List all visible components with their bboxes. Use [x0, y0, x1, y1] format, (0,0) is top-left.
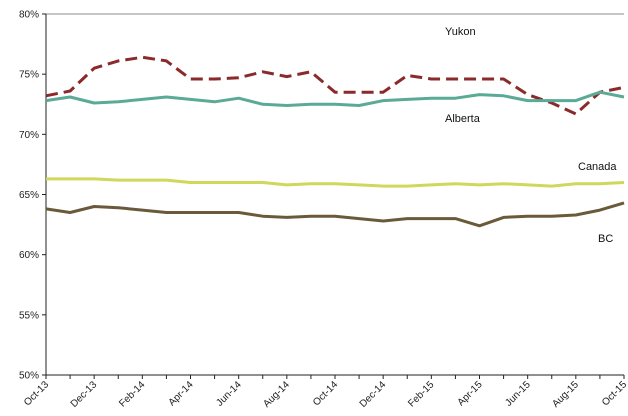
y-tick-label: 80% — [19, 10, 39, 21]
series-line-bc — [45, 201, 625, 228]
series-labels: Yukon Alberta Canada BC — [445, 26, 617, 245]
x-tick-label: Apr-15 — [456, 379, 485, 408]
y-tick-label: 65% — [19, 190, 39, 201]
series-label-bc: BC — [598, 233, 613, 245]
x-tick-label: Aug-14 — [261, 379, 292, 410]
y-tick-label: 75% — [19, 70, 39, 81]
chart-axes — [45, 13, 624, 376]
x-tick-label: Oct-13 — [22, 379, 51, 408]
x-tick-label: Jun-15 — [503, 379, 533, 409]
series-label-canada: Canada — [578, 161, 617, 173]
series-line-alberta — [45, 90, 625, 107]
y-tick-label: 70% — [19, 130, 39, 141]
x-axis-ticks: Oct-13 Dec-13 Feb-14 Apr-14 Jun-14 Aug-14 Oct-… — [22, 375, 628, 410]
x-tick-label: Feb-14 — [117, 379, 147, 409]
x-tick-label: Feb-15 — [406, 379, 436, 409]
x-tick-label: Aug-15 — [550, 379, 581, 410]
series-line-yukon — [45, 55, 625, 116]
series-lines — [45, 55, 625, 228]
x-tick-label: Jun-14 — [214, 379, 244, 409]
x-tick-label: Dec-13 — [69, 379, 100, 410]
series-line-canada — [46, 177, 625, 188]
x-tick-label: Oct-14 — [311, 379, 340, 408]
y-tick-label: 50% — [19, 371, 39, 382]
series-label-alberta: Alberta — [445, 113, 481, 125]
y-tick-label: 60% — [19, 250, 39, 261]
x-tick-label: Apr-14 — [167, 379, 196, 408]
y-axis-ticks: 50% 55% 60% 65% 70% 75% 80% — [19, 10, 46, 382]
series-label-yukon: Yukon — [445, 26, 476, 38]
x-tick-label: Oct-15 — [600, 379, 628, 408]
x-tick-label: Dec-14 — [358, 379, 389, 410]
y-tick-label: 55% — [19, 310, 39, 321]
